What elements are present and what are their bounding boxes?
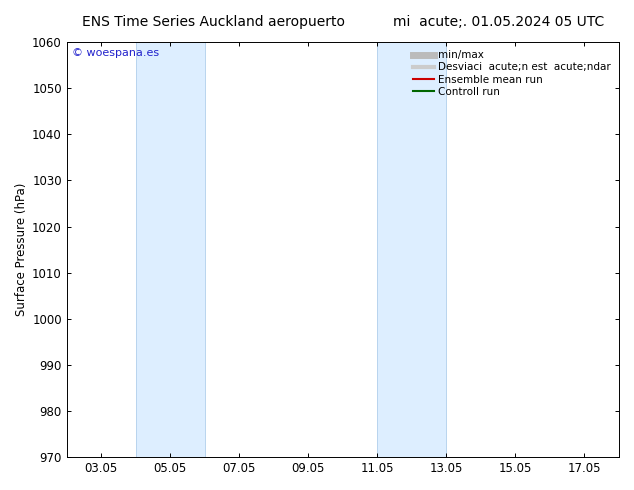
Bar bbox=[136, 42, 205, 457]
Text: © woespana.es: © woespana.es bbox=[72, 49, 159, 58]
Text: ENS Time Series Auckland aeropuerto: ENS Time Series Auckland aeropuerto bbox=[82, 15, 346, 29]
Legend: min/max, Desviaci  acute;n est  acute;ndar, Ensemble mean run, Controll run: min/max, Desviaci acute;n est acute;ndar… bbox=[410, 47, 614, 100]
Y-axis label: Surface Pressure (hPa): Surface Pressure (hPa) bbox=[15, 183, 28, 316]
Bar bbox=[377, 42, 446, 457]
Text: mi  acute;. 01.05.2024 05 UTC: mi acute;. 01.05.2024 05 UTC bbox=[393, 15, 604, 29]
